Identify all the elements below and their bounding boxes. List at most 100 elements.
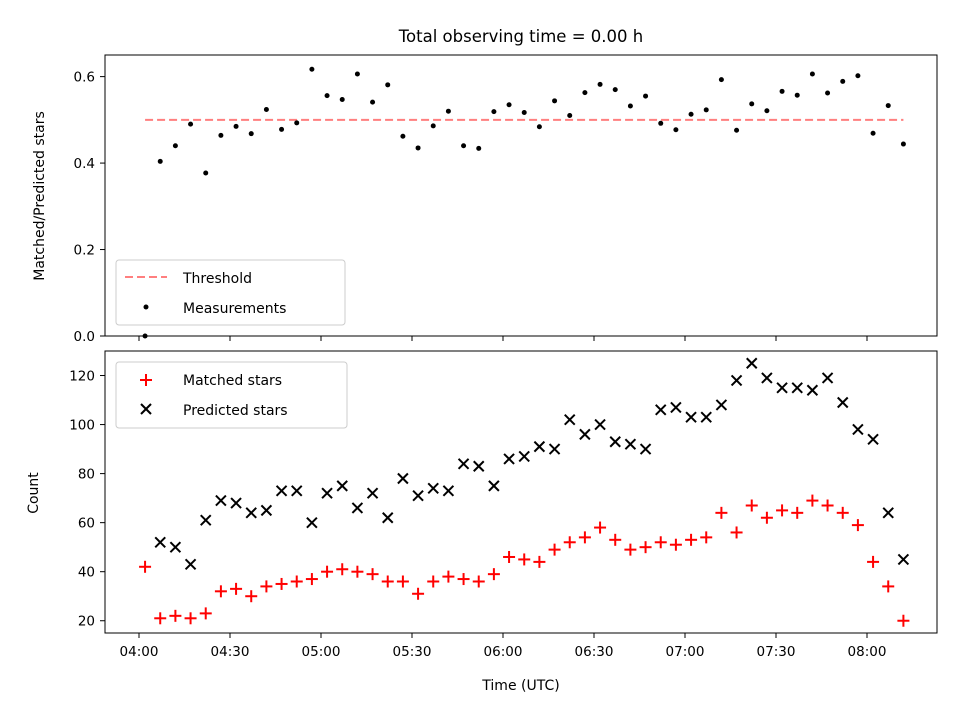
matched-star-point [412, 587, 425, 600]
matched-star-point [503, 550, 516, 563]
measurement-point [688, 111, 694, 117]
matched-star-point [305, 573, 318, 586]
predicted-star-point [397, 472, 409, 485]
matched-star-point [867, 555, 880, 568]
predicted-star-point [245, 507, 257, 519]
predicted-star-point [882, 507, 894, 519]
matched-star-point [776, 504, 789, 517]
predicted-star-point [579, 428, 591, 441]
measurement-point [885, 103, 891, 109]
matched-star-point [578, 531, 591, 544]
matched-star-point [791, 506, 804, 519]
matched-star-point [154, 612, 167, 625]
bottom-y-tick-label: 40 [78, 565, 95, 581]
predicted-star-stroke-b [184, 558, 197, 571]
predicted-star-point [200, 514, 212, 526]
matched-star-point [745, 499, 758, 512]
measurement-point [749, 101, 755, 107]
top-panel: 0.0 0.2 0.4 0.6 Matched/Predicted stars Thr… [32, 54, 938, 345]
predicted-star-point [215, 494, 227, 507]
matched-star-point [472, 575, 485, 588]
measurement-point [279, 126, 285, 132]
predicted-star-stroke-b [685, 411, 697, 423]
predicted-star-stroke-b [897, 553, 910, 566]
predicted-star-point [503, 453, 515, 465]
measurement-point [658, 120, 664, 126]
measurement-point [445, 108, 451, 114]
legend-matched-label: Matched stars [183, 373, 282, 389]
measurement-point [809, 71, 815, 77]
predicted-star-point [382, 512, 394, 524]
matched-star-point [654, 536, 667, 549]
matched-star-point [685, 533, 698, 546]
predicted-star-point [260, 504, 273, 517]
predicted-star-point [761, 372, 773, 384]
top-axes-frame [104, 54, 938, 337]
legend-measurements-swatch [143, 304, 149, 310]
matched-star-point [836, 506, 849, 519]
top-y-tick-label: 0.6 [74, 70, 95, 86]
predicted-star-stroke-b [852, 423, 864, 436]
measurement-point [218, 132, 224, 138]
measurement-point [203, 170, 209, 176]
predicted-star-stroke-b [397, 472, 409, 485]
predicted-star-stroke-b [791, 382, 803, 394]
matched-star-point [457, 573, 470, 586]
bottom-legend-box [115, 361, 348, 429]
predicted-star-stroke-b [427, 482, 439, 495]
predicted-star-point [457, 458, 470, 470]
predicted-star-point [230, 497, 242, 509]
predicted-star-stroke-b [473, 460, 485, 472]
matched-star-point [487, 568, 500, 581]
bottom-axes-frame [104, 350, 938, 634]
legend-matched-swatch [140, 374, 152, 386]
measurement-point [172, 143, 178, 149]
x-tick-label: 04:30 [211, 644, 250, 660]
predicted-star-stroke-b [336, 480, 348, 492]
measurement-point [157, 158, 163, 164]
measurement-point [582, 90, 588, 96]
measurement-point [825, 90, 831, 96]
matched-star-point [669, 538, 682, 551]
predicted-star-point [336, 480, 348, 492]
matched-star-point [851, 519, 864, 532]
predicted-star-stroke-b [579, 428, 591, 441]
measurement-point [779, 88, 785, 94]
measurement-point [294, 120, 300, 126]
predicted-star-stroke-b [488, 480, 500, 492]
predicted-star-stroke-b [761, 372, 773, 384]
matched-star-point [821, 499, 834, 512]
bottom-y-tick-label: 100 [69, 418, 95, 434]
measurement-point [552, 98, 558, 104]
measurement-point [263, 106, 269, 112]
matched-star-point [336, 563, 349, 576]
measurement-point [840, 78, 846, 84]
predicted-star-point [488, 480, 500, 492]
predicted-star-point [366, 487, 379, 499]
predicted-star-stroke-b [624, 438, 637, 450]
predicted-star-stroke-b [533, 440, 546, 453]
predicted-star-point [624, 438, 637, 450]
predicted-star-point [533, 440, 546, 453]
matched-star-point [548, 543, 561, 556]
predicted-star-point [746, 357, 758, 369]
predicted-star-stroke-b [700, 411, 712, 423]
predicted-star-point [412, 489, 424, 502]
predicted-star-stroke-b [230, 497, 242, 509]
measurement-point [567, 113, 573, 119]
measurement-point [476, 145, 482, 151]
measurement-point [764, 108, 770, 114]
predicted-star-stroke-b [200, 514, 212, 526]
legend-threshold-label: Threshold [182, 271, 252, 287]
predicted-star-point [685, 411, 697, 423]
bottom-y-tick-label: 20 [78, 614, 95, 630]
matched-star-point [730, 526, 743, 539]
measurement-point [794, 92, 800, 98]
measurement-point [703, 107, 709, 113]
predicted-star-stroke-b [548, 443, 561, 455]
predicted-star-point [776, 382, 788, 394]
matched-star-point [700, 531, 713, 544]
measurement-point [855, 73, 861, 79]
bottom-y-axis-label: Count [26, 472, 42, 514]
predicted-star-stroke-b [670, 401, 682, 414]
